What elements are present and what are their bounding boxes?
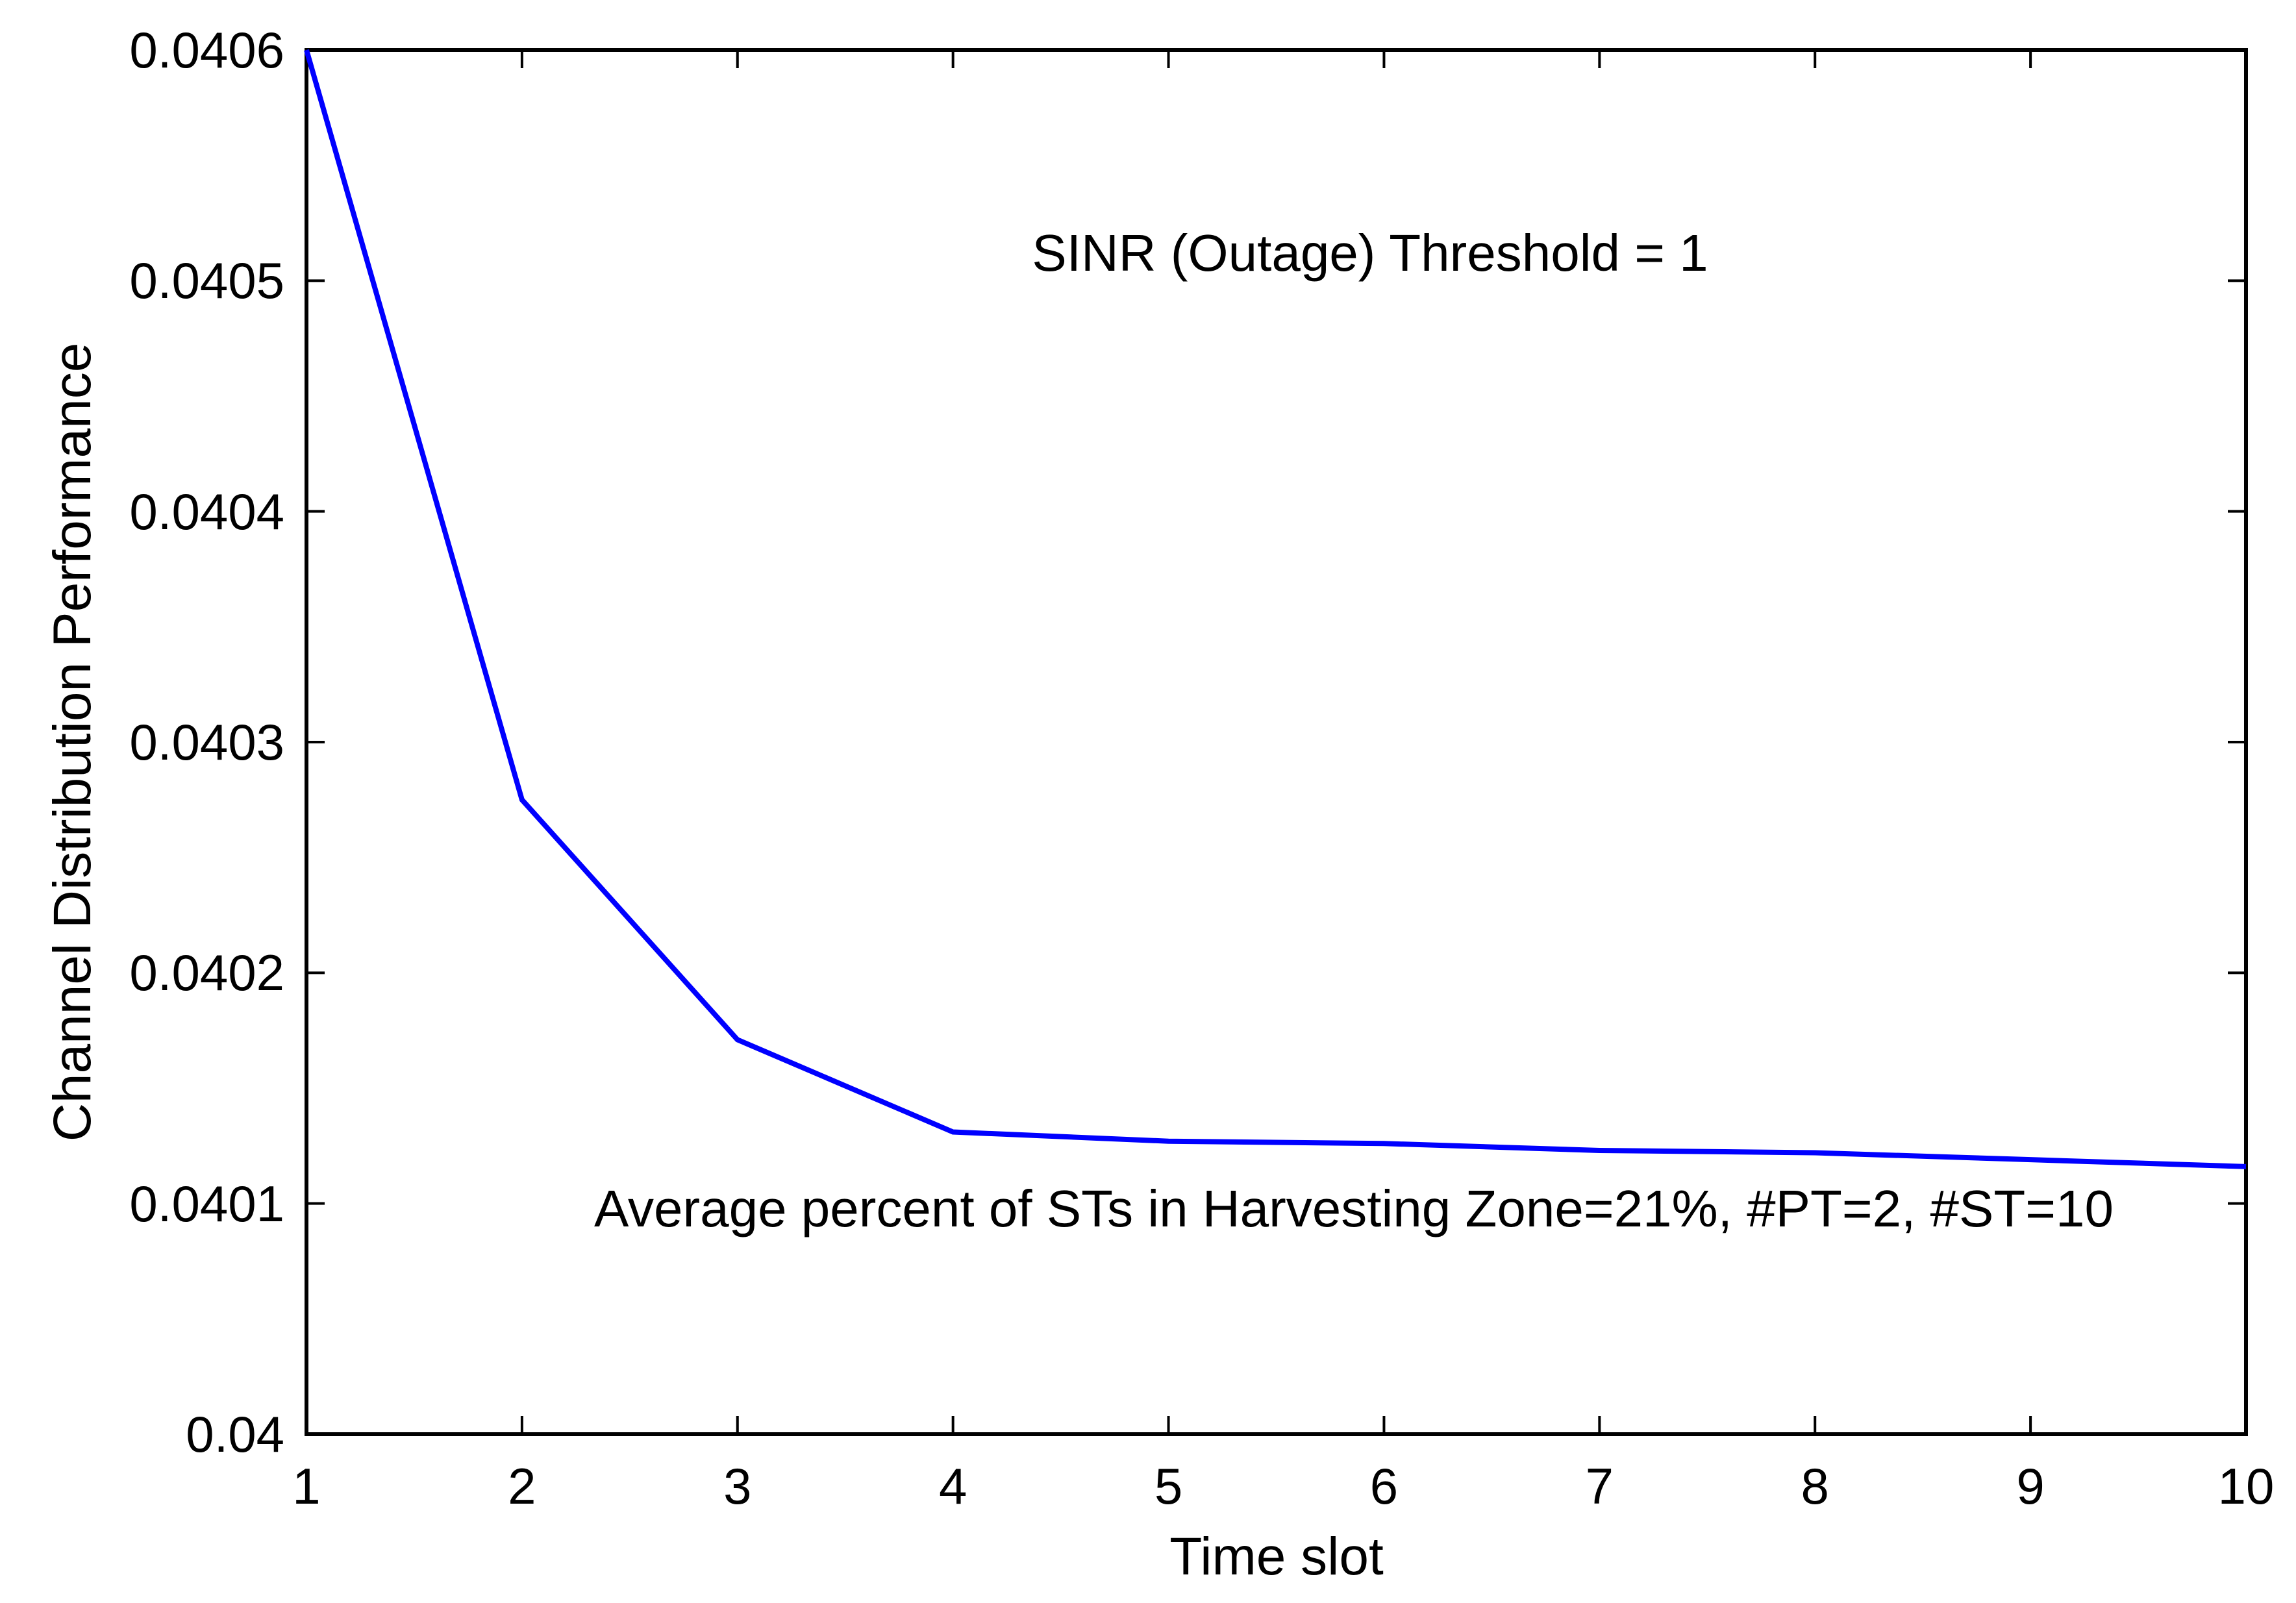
annotation-sinr-threshold: SINR (Outage) Threshold = 1 xyxy=(1032,224,1708,282)
x-tick-label: 2 xyxy=(508,1458,536,1515)
x-tick-label: 6 xyxy=(1369,1458,1399,1515)
y-tick-label: 0.0402 xyxy=(129,944,284,1002)
x-tick-label: 7 xyxy=(1585,1458,1614,1515)
y-tick-label: 0.0403 xyxy=(129,714,284,771)
y-tick-label: 0.0401 xyxy=(129,1174,284,1232)
y-tick-label: 0.0405 xyxy=(129,252,284,310)
line-plot xyxy=(304,48,2248,1436)
x-tick-label: 4 xyxy=(938,1458,967,1515)
x-tick-label: 5 xyxy=(1154,1458,1183,1515)
annotation-harvesting-zone: Average percent of STs in Harvesting Zon… xyxy=(594,1180,2114,1237)
x-tick-label: 8 xyxy=(1801,1458,1829,1515)
x-tick-label: 3 xyxy=(723,1458,752,1515)
x-axis-title: Time slot xyxy=(1169,1527,1384,1586)
x-tick-label: 9 xyxy=(2016,1458,2045,1515)
axis-ticks xyxy=(305,49,2247,1435)
x-tick-label: 10 xyxy=(2217,1458,2275,1515)
data-series-line xyxy=(304,49,2247,1169)
x-tick-label: 1 xyxy=(292,1458,321,1515)
y-axis-title: Channel Distribution Performance xyxy=(43,342,102,1142)
y-tick-label: 0.0406 xyxy=(129,21,284,79)
y-tick-label: 0.04 xyxy=(186,1406,284,1463)
y-tick-label: 0.0404 xyxy=(129,482,284,540)
